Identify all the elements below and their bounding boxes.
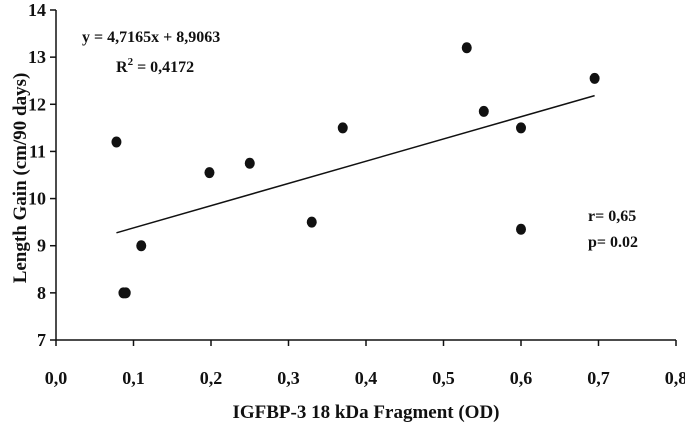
data-point bbox=[516, 223, 526, 235]
y-tick-label: 13 bbox=[28, 47, 46, 67]
data-point bbox=[589, 72, 600, 84]
p-value: p= 0.02 bbox=[588, 234, 638, 251]
x-tick-label: 0,2 bbox=[200, 368, 223, 388]
y-tick-label: 10 bbox=[28, 189, 46, 209]
x-tick-label: 0,1 bbox=[122, 368, 145, 388]
y-axis-title: Length Gain (cm/90 days) bbox=[10, 73, 31, 284]
regression-equation: y = 4,7165x + 8,9063 bbox=[82, 29, 220, 46]
x-tick-label: 0,4 bbox=[355, 368, 378, 388]
data-point bbox=[111, 136, 122, 148]
trendline bbox=[116, 94, 595, 234]
y-tick-label: 7 bbox=[37, 330, 46, 350]
data-point bbox=[306, 216, 317, 228]
correlation-r: r= 0,65 bbox=[588, 208, 636, 225]
data-point bbox=[516, 122, 526, 134]
x-tick-label: 0,7 bbox=[587, 368, 610, 388]
data-point bbox=[244, 157, 255, 169]
y-tick-label: 14 bbox=[28, 0, 46, 20]
x-axis-title: IGFBP-3 18 kDa Fragment (OD) bbox=[232, 402, 499, 423]
y-tick-label: 9 bbox=[37, 236, 46, 256]
r-squared-label: R2 = 0,4172 bbox=[116, 56, 194, 76]
x-tick-label: 0,3 bbox=[277, 368, 300, 388]
x-tick-label: 0,5 bbox=[432, 368, 455, 388]
y-tick-label: 11 bbox=[29, 141, 46, 161]
x-tick-label: 0,6 bbox=[510, 368, 533, 388]
data-point bbox=[120, 287, 131, 299]
data-point bbox=[136, 240, 147, 252]
y-tick-label: 12 bbox=[28, 94, 46, 114]
data-point bbox=[337, 122, 348, 134]
x-tick-label: 0,8 bbox=[665, 368, 685, 388]
data-point bbox=[204, 167, 215, 179]
x-tick-label: 0,0 bbox=[45, 368, 68, 388]
y-tick-label: 8 bbox=[37, 283, 46, 303]
data-point bbox=[461, 42, 472, 54]
plot-area: 7 8 9 10 11 12 13 14 0,0 0,1 0,2 0,3 0,4 0,5 0,6 0,7 0,8 bbox=[28, 0, 685, 388]
data-point bbox=[478, 105, 489, 117]
